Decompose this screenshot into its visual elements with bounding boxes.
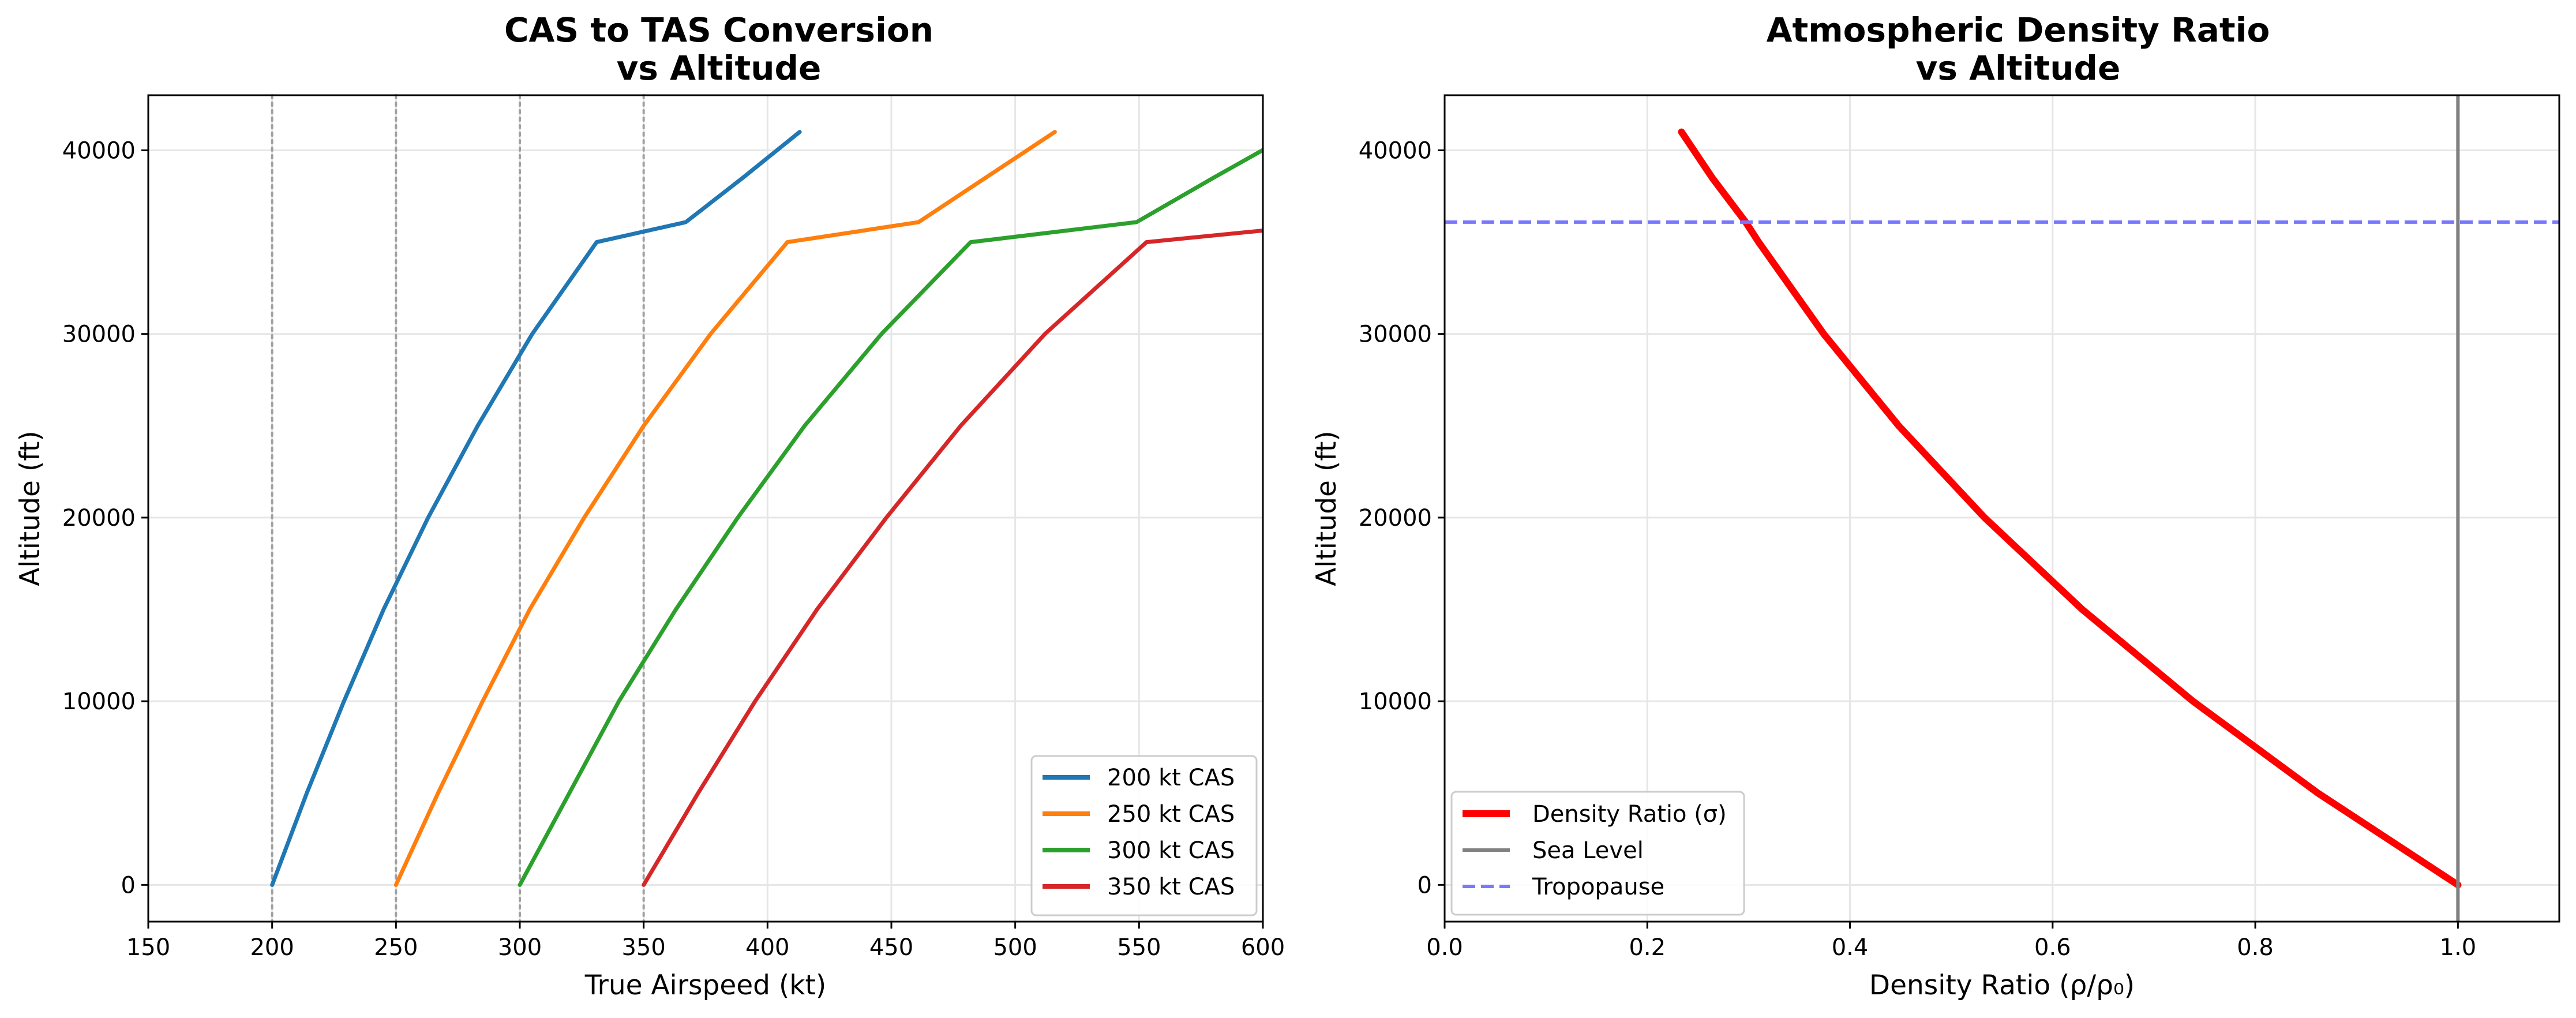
y-tick-label: 40000 (62, 137, 136, 164)
y-tick-label: 20000 (1359, 505, 1432, 532)
y-axis-ticks: 0 10000 20000 30000 40000 (62, 137, 148, 899)
chart-title-line2: vs Altitude (1916, 48, 2121, 88)
y-tick-label: 0 (121, 872, 136, 899)
legend: 200 kt CAS 250 kt CAS 300 kt CAS 350 kt … (1030, 755, 1258, 916)
x-tick-label: 550 (1117, 934, 1161, 961)
plot-frame (1443, 94, 2560, 923)
x-tick-label: 350 (621, 934, 665, 961)
chart-title-line1: CAS to TAS Conversion (504, 10, 933, 50)
legend-entry: 250 kt CAS (1107, 801, 1235, 828)
y-axis-label: Altitude (ft) (14, 431, 46, 586)
legend-entry: Tropopause (1532, 874, 1664, 900)
chart-title-line2: vs Altitude (617, 48, 822, 88)
series-lines (270, 130, 1263, 887)
series-line (393, 130, 1057, 887)
x-tick-label: 450 (869, 934, 913, 961)
series-line (518, 147, 1263, 887)
legend-box (1450, 791, 1745, 916)
x-tick-label: 250 (374, 934, 418, 961)
series-line (1678, 128, 2462, 889)
legend-box (1030, 755, 1258, 916)
y-tick-label: 40000 (1359, 137, 1432, 164)
y-tick-label: 30000 (62, 321, 136, 348)
legend-entry: Sea Level (1532, 837, 1644, 864)
y-tick-label: 0 (1418, 872, 1432, 899)
y-axis-ticks: 0 10000 20000 30000 40000 (1359, 137, 1445, 899)
x-tick-label: 300 (498, 934, 542, 961)
legend: Density Ratio (σ) Sea Level Tropopause (1450, 791, 1745, 916)
legend-entry: 350 kt CAS (1107, 874, 1235, 900)
chart-density-ratio: Atmospheric Density Ratio vs Altitude 0.… (1311, 10, 2560, 1001)
x-axis-label: True Airspeed (kt) (584, 970, 827, 1001)
x-tick-label: 150 (126, 934, 170, 961)
y-tick-label: 20000 (62, 505, 136, 532)
legend-entry: 300 kt CAS (1107, 837, 1235, 864)
x-tick-label: 1.0 (2440, 934, 2477, 961)
x-axis-ticks: 150 200 250 300 350 400 450 500 550 600 (126, 922, 1285, 961)
series-line (642, 228, 1263, 887)
x-tick-label: 0.0 (1426, 934, 1463, 961)
series-lines (1445, 95, 2559, 922)
x-axis-label: Density Ratio (ρ/ρ₀) (1869, 970, 2135, 1001)
x-tick-label: 500 (993, 934, 1037, 961)
legend-entry: Density Ratio (σ) (1532, 801, 1727, 828)
y-tick-label: 30000 (1359, 321, 1432, 348)
y-tick-label: 10000 (1359, 688, 1432, 715)
x-tick-label: 0.8 (2237, 934, 2274, 961)
y-tick-label: 10000 (62, 688, 136, 715)
x-axis-ticks: 0.0 0.2 0.4 0.6 0.8 1.0 (1426, 922, 2476, 961)
y-axis-label: Altitude (ft) (1311, 431, 1343, 586)
x-tick-label: 600 (1241, 934, 1285, 961)
x-tick-label: 0.6 (2034, 934, 2071, 961)
plot-frame (147, 94, 1264, 923)
x-tick-label: 200 (250, 934, 294, 961)
legend-entry: 200 kt CAS (1107, 765, 1235, 791)
series-line (270, 130, 802, 887)
chart-title-line1: Atmospheric Density Ratio (1767, 10, 2270, 50)
x-tick-label: 400 (745, 934, 789, 961)
x-tick-label: 0.2 (1629, 934, 1666, 961)
chart-cas-tas: CAS to TAS Conversion vs Altitude 150 200… (14, 10, 1285, 1001)
x-tick-label: 0.4 (1832, 934, 1869, 961)
